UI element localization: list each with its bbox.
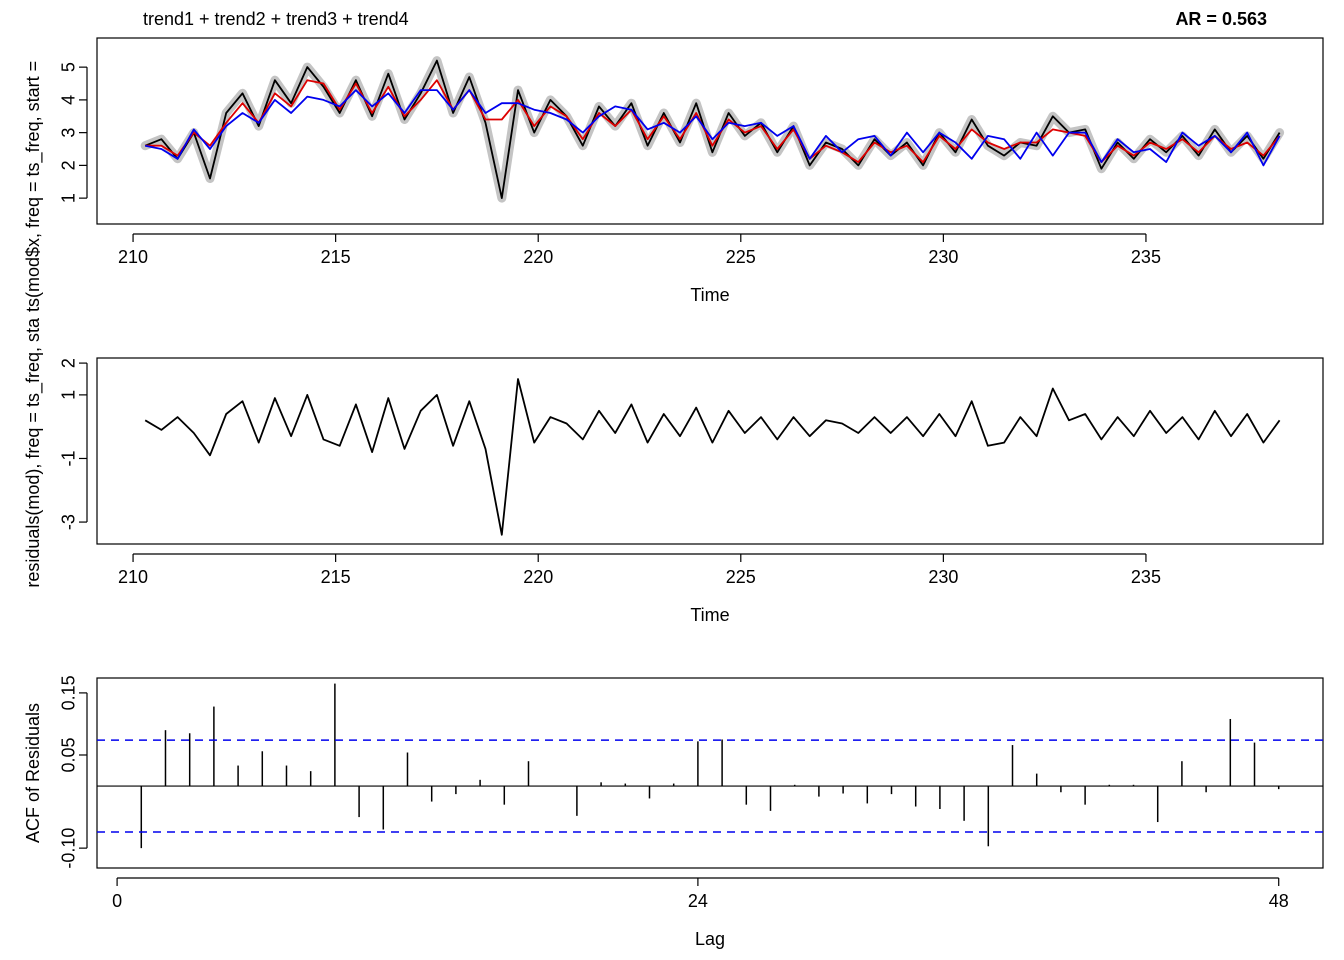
- plot-frame: [96, 37, 1324, 225]
- series-line: [145, 89, 1281, 167]
- y-tick-label: 0.15: [59, 675, 79, 710]
- x-tick-label: 230: [928, 247, 958, 267]
- y-tick-label: 2: [59, 160, 79, 170]
- y-tick-label: -3: [59, 514, 79, 530]
- x-tick-label: 225: [726, 567, 756, 587]
- x-tick-label: 235: [1131, 567, 1161, 587]
- chart-subtitle: AR = 0.563: [1175, 9, 1267, 29]
- x-tick-label: 225: [726, 247, 756, 267]
- x-tick-label: 220: [523, 247, 553, 267]
- y-axis-label: residuals(mod), freq = ts_freq, sta: [23, 317, 44, 588]
- plot-frame: [96, 677, 1324, 869]
- x-tick-label: 230: [928, 567, 958, 587]
- series-line: [145, 79, 1281, 163]
- y-tick-label: 5: [59, 62, 79, 72]
- y-tick-label: 1: [59, 193, 79, 203]
- y-tick-label: 1: [59, 390, 79, 400]
- x-axis-label: Time: [690, 605, 729, 625]
- x-tick-label: 48: [1269, 891, 1289, 911]
- y-tick-label: 4: [59, 95, 79, 105]
- y-axis-label: ACF of Residuals: [23, 703, 43, 843]
- y-tick-label: 2: [59, 358, 79, 368]
- x-axis-label: Lag: [695, 929, 725, 949]
- x-tick-label: 235: [1131, 247, 1161, 267]
- x-tick-label: 220: [523, 567, 553, 587]
- x-tick-label: 24: [688, 891, 708, 911]
- y-tick-label: 0.05: [59, 737, 79, 772]
- y-tick-label: -1: [59, 450, 79, 466]
- x-tick-label: 215: [321, 567, 351, 587]
- y-tick-label: -0.10: [59, 828, 79, 869]
- x-tick-label: 215: [321, 247, 351, 267]
- x-axis-label: Time: [690, 285, 729, 305]
- x-tick-label: 210: [118, 567, 148, 587]
- y-axis-label: ts(mod$x, freq = ts_freq, start =: [23, 61, 44, 312]
- x-tick-label: 0: [112, 891, 122, 911]
- series-line: [144, 378, 1281, 536]
- plot-frame: [96, 357, 1324, 545]
- chart-title: trend1 + trend2 + trend3 + trend4: [143, 9, 409, 29]
- x-tick-label: 210: [118, 247, 148, 267]
- y-tick-label: 3: [59, 128, 79, 138]
